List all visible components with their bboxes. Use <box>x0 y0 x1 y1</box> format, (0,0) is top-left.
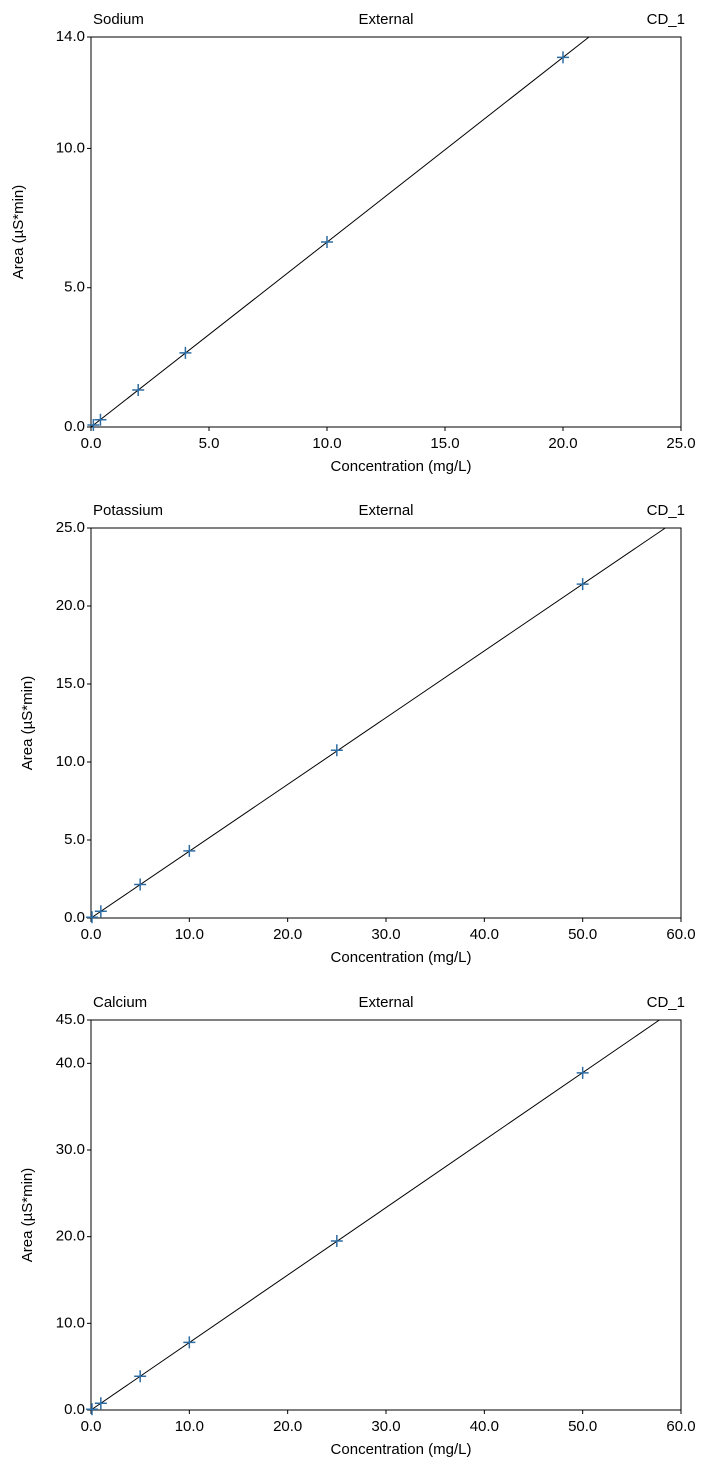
plot-frame <box>90 36 682 428</box>
x-tick-label: 20.0 <box>548 435 577 452</box>
x-tick-label: 40.0 <box>470 926 499 943</box>
point-marker <box>321 236 333 249</box>
x-tick-label: 10.0 <box>175 1418 204 1435</box>
y-tick-label: 10.0 <box>56 1314 85 1331</box>
x-tick-label: 10.0 <box>312 435 341 452</box>
point-marker <box>94 905 107 918</box>
y-tick-label: 30.0 <box>56 1141 85 1158</box>
point-marker <box>179 346 192 359</box>
point-marker <box>132 383 145 396</box>
point-marker <box>85 1403 98 1416</box>
y-tick-label: 10.0 <box>56 139 85 156</box>
y-tick-label: 10.0 <box>56 753 85 770</box>
fit-line <box>90 36 590 428</box>
point-marker <box>330 744 343 757</box>
plot-frame <box>90 527 682 919</box>
chart-subtitle: External <box>358 11 413 28</box>
x-tick-label: 30.0 <box>371 1418 400 1435</box>
fit-line <box>90 1019 660 1411</box>
x-tick-label: 10.0 <box>175 926 204 943</box>
x-tick-label: 20.0 <box>273 926 302 943</box>
chart-annotation: CD_1 <box>647 994 685 1011</box>
point-marker <box>94 413 107 426</box>
point-marker <box>134 1370 147 1383</box>
chart-title: Calcium <box>93 994 147 1011</box>
x-tick-label: 15.0 <box>430 435 459 452</box>
y-tick-label: 40.0 <box>56 1054 85 1071</box>
point-marker <box>134 878 147 891</box>
y-tick-label: 20.0 <box>56 1228 85 1245</box>
y-axis-label: Area (µS*min) <box>19 676 36 771</box>
y-tick-label: 15.0 <box>56 675 85 692</box>
x-axis-label: Concentration (mg/L) <box>331 949 472 966</box>
fit-line <box>90 527 666 919</box>
chart-annotation: CD_1 <box>647 502 685 519</box>
y-tick-label: 5.0 <box>64 279 85 296</box>
point-marker <box>576 578 589 591</box>
point-marker <box>183 844 196 857</box>
y-tick-label: 45.0 <box>56 1011 85 1028</box>
chart-annotation: CD_1 <box>647 11 685 28</box>
y-tick-label: 25.0 <box>56 519 85 536</box>
chart-subtitle: External <box>358 994 413 1011</box>
x-tick-label: 20.0 <box>273 1418 302 1435</box>
point-marker <box>576 1066 589 1079</box>
chart-title: Potassium <box>93 502 163 519</box>
y-axis-label: Area (µS*min) <box>10 185 27 280</box>
y-tick-label: 0.0 <box>64 418 85 435</box>
x-tick-label: 0.0 <box>81 926 102 943</box>
point-marker <box>87 419 100 432</box>
point-marker <box>94 1397 107 1410</box>
x-axis-label: Concentration (mg/L) <box>331 1441 472 1458</box>
x-tick-label: 0.0 <box>81 435 102 452</box>
x-tick-label: 50.0 <box>568 926 597 943</box>
x-axis-label: Concentration (mg/L) <box>331 458 472 475</box>
y-tick-label: 14.0 <box>56 28 85 45</box>
x-tick-label: 40.0 <box>470 1418 499 1435</box>
y-axis-label: Area (µS*min) <box>19 1168 36 1263</box>
x-tick-label: 60.0 <box>666 926 695 943</box>
y-tick-label: 5.0 <box>64 831 85 848</box>
plot-frame <box>90 1019 682 1411</box>
x-tick-label: 60.0 <box>666 1418 695 1435</box>
chart-subtitle: External <box>358 502 413 519</box>
chart-title: Sodium <box>93 11 144 28</box>
y-tick-label: 20.0 <box>56 597 85 614</box>
x-tick-label: 5.0 <box>199 435 220 452</box>
point-marker <box>557 51 569 64</box>
y-tick-label: 0.0 <box>64 1401 85 1418</box>
point-marker <box>183 1336 196 1349</box>
x-tick-label: 50.0 <box>568 1418 597 1435</box>
x-tick-label: 0.0 <box>81 1418 102 1435</box>
x-tick-label: 30.0 <box>371 926 400 943</box>
point-marker <box>330 1235 343 1247</box>
point-marker <box>85 911 98 924</box>
y-tick-label: 0.0 <box>64 909 85 926</box>
x-tick-label: 25.0 <box>666 435 695 452</box>
